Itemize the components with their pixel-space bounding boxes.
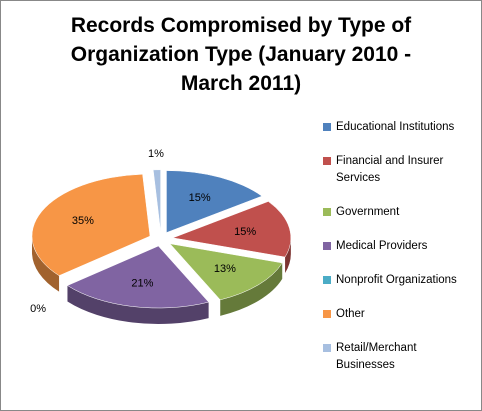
data-label: 0% — [30, 303, 46, 315]
legend-label: Medical Providers — [336, 240, 428, 252]
slice-side — [31, 236, 60, 292]
slice — [166, 170, 263, 233]
legend-label: Financial and Insurer Services — [336, 155, 444, 184]
legend-swatch — [323, 276, 331, 284]
slice — [171, 201, 292, 258]
slice — [66, 245, 210, 309]
slice-side — [220, 262, 283, 316]
slice-side — [285, 237, 291, 274]
legend-item: Other — [323, 306, 478, 323]
legend-label: Nonprofit Organizations — [336, 274, 457, 286]
legend-item: Medical Providers — [323, 238, 478, 255]
data-label: 1% — [148, 148, 164, 160]
legend-item: Nonprofit Organizations — [323, 272, 478, 289]
data-label: 35% — [72, 215, 94, 227]
data-label: 13% — [214, 263, 236, 275]
data-label: 21% — [131, 277, 153, 289]
slice — [152, 169, 161, 232]
legend-swatch — [323, 344, 331, 352]
slice — [169, 243, 283, 301]
pie-area: 15% 15% 13% 21% 0% 35% 1% — [30, 148, 292, 325]
legend-item: Educational Institutions — [323, 119, 478, 136]
chart-title: Records Compromised by Type of Organizat… — [70, 14, 412, 95]
legend-label: Other — [336, 308, 365, 320]
legend-item: Financial and Insurer Services — [323, 153, 478, 187]
legend-label: Retail/Merchant Businesses — [336, 342, 417, 371]
legend-swatch — [323, 157, 331, 165]
slice-side — [67, 285, 209, 325]
legend-label: Government — [336, 206, 400, 218]
legend-item: Government — [323, 204, 478, 221]
legend-label: Educational Institutions — [336, 121, 455, 133]
slice — [31, 174, 151, 276]
legend-swatch — [323, 310, 331, 318]
data-label: 15% — [234, 226, 256, 238]
legend-swatch — [323, 242, 331, 250]
legend-swatch — [323, 208, 331, 216]
legend-swatch — [323, 123, 331, 131]
legend-item: Retail/Merchant Businesses — [323, 340, 478, 374]
legend: Educational Institutions Financial and In… — [323, 119, 478, 391]
data-label: 15% — [189, 192, 211, 204]
